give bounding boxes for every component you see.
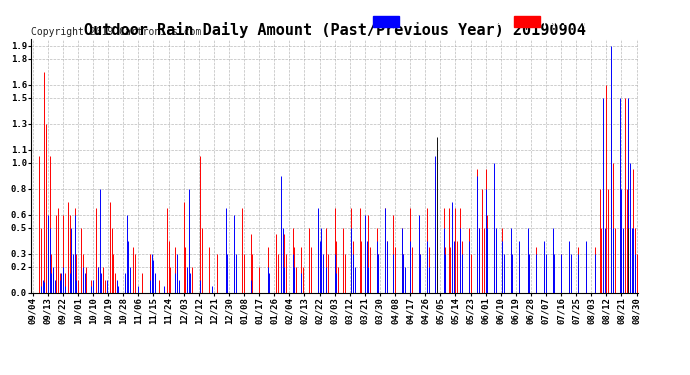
Text: Copyright 2019 Cartronics.com: Copyright 2019 Cartronics.com xyxy=(31,27,201,37)
Title: Outdoor Rain Daily Amount (Past/Previous Year) 20190904: Outdoor Rain Daily Amount (Past/Previous… xyxy=(83,22,586,38)
Legend: Previous  (Inches), Past  (Inches): Previous (Inches), Past (Inches) xyxy=(371,14,633,29)
